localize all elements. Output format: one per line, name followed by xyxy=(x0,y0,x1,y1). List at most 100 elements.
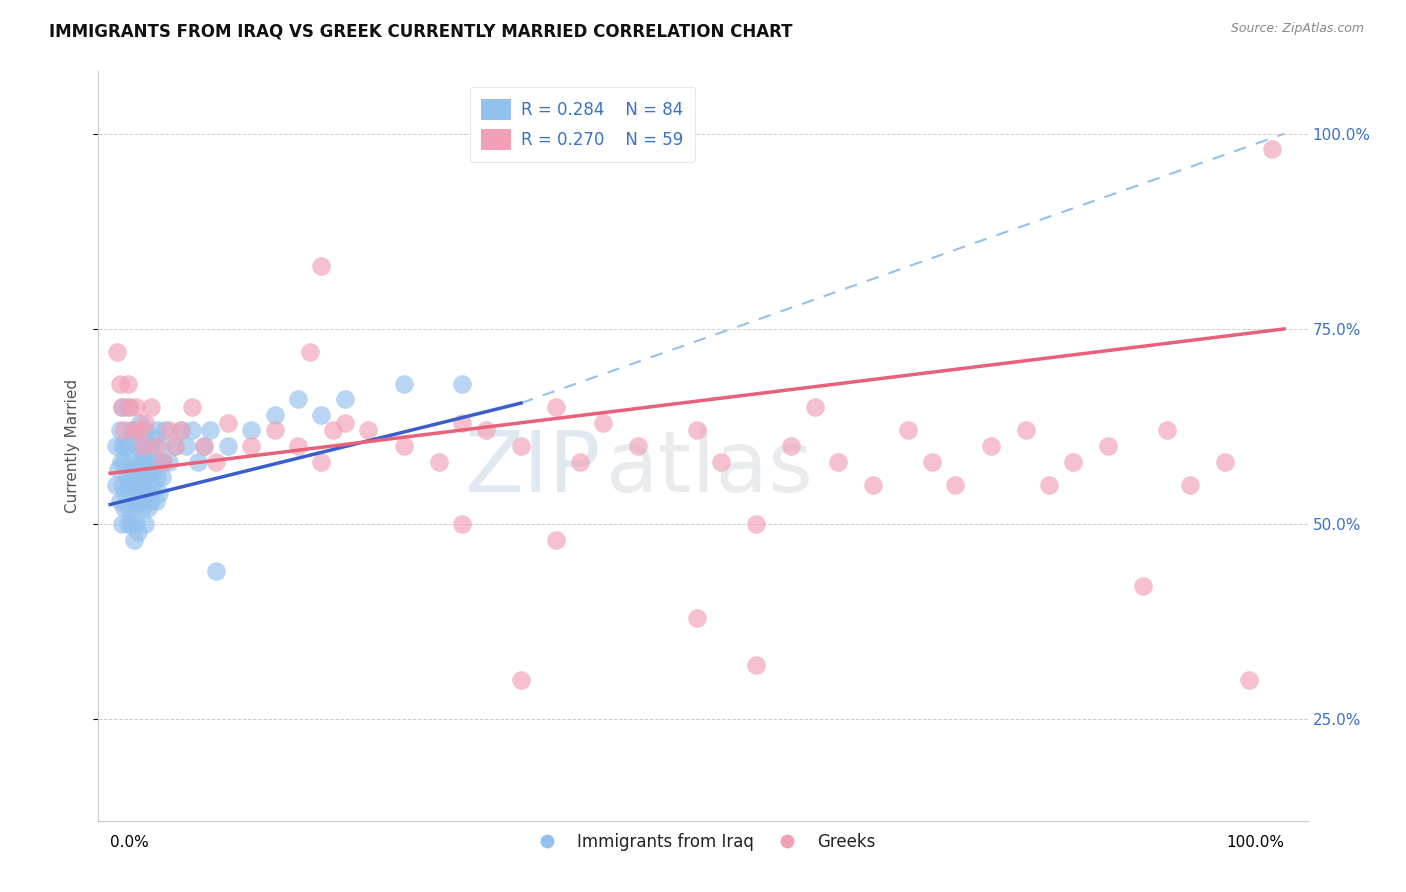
Point xyxy=(111,400,134,414)
Point xyxy=(122,533,145,547)
Point xyxy=(157,455,180,469)
Point xyxy=(121,455,143,469)
Point xyxy=(169,424,191,438)
Point xyxy=(1261,143,1284,157)
Point xyxy=(105,478,128,492)
Point xyxy=(107,462,129,476)
Point xyxy=(451,416,474,430)
Point xyxy=(105,439,128,453)
Text: IMMIGRANTS FROM IRAQ VS GREEK CURRENTLY MARRIED CORRELATION CHART: IMMIGRANTS FROM IRAQ VS GREEK CURRENTLY … xyxy=(49,22,793,40)
Point xyxy=(181,400,204,414)
Point xyxy=(128,455,150,469)
Point xyxy=(1132,580,1154,594)
Point xyxy=(217,416,239,430)
Point xyxy=(134,462,156,476)
Point xyxy=(120,462,142,476)
Point xyxy=(287,439,309,453)
Point xyxy=(150,470,173,484)
Point xyxy=(114,485,136,500)
Point xyxy=(143,462,166,476)
Point xyxy=(141,478,163,492)
Point xyxy=(112,424,135,438)
Point xyxy=(803,400,825,414)
Point xyxy=(827,455,849,469)
Point xyxy=(155,424,177,438)
Point xyxy=(333,416,356,430)
Text: ZIP: ZIP xyxy=(464,427,600,510)
Point xyxy=(357,424,380,438)
Point xyxy=(146,470,169,484)
Point xyxy=(134,416,156,430)
Legend: Immigrants from Iraq, Greeks: Immigrants from Iraq, Greeks xyxy=(523,826,883,857)
Point xyxy=(204,564,226,578)
Point xyxy=(862,478,884,492)
Point xyxy=(141,400,163,414)
Point xyxy=(152,455,174,469)
Point xyxy=(141,493,163,508)
Point xyxy=(592,416,614,430)
Text: Source: ZipAtlas.com: Source: ZipAtlas.com xyxy=(1230,22,1364,36)
Point xyxy=(118,501,141,516)
Point xyxy=(217,439,239,453)
Point xyxy=(451,376,474,391)
Point xyxy=(187,455,209,469)
Point xyxy=(136,501,159,516)
Point xyxy=(240,424,263,438)
Point xyxy=(135,470,157,484)
Point xyxy=(108,424,131,438)
Point xyxy=(134,517,156,532)
Point xyxy=(240,439,263,453)
Text: atlas: atlas xyxy=(606,427,814,510)
Point xyxy=(148,485,170,500)
Point xyxy=(122,424,145,438)
Point xyxy=(710,455,733,469)
Point xyxy=(921,455,943,469)
Point xyxy=(546,400,568,414)
Point xyxy=(322,424,344,438)
Point xyxy=(128,493,150,508)
Point xyxy=(132,431,155,445)
Point xyxy=(145,493,167,508)
Point xyxy=(122,424,145,438)
Point xyxy=(392,439,415,453)
Point xyxy=(134,485,156,500)
Point xyxy=(686,424,709,438)
Point xyxy=(263,424,285,438)
Point xyxy=(108,376,131,391)
Point xyxy=(127,524,149,539)
Point xyxy=(163,439,186,453)
Point xyxy=(287,392,309,407)
Point xyxy=(132,478,155,492)
Point xyxy=(627,439,650,453)
Point xyxy=(193,439,215,453)
Point xyxy=(120,424,142,438)
Point xyxy=(142,431,165,445)
Point xyxy=(945,478,967,492)
Point xyxy=(132,439,155,453)
Point xyxy=(141,455,163,469)
Point xyxy=(204,455,226,469)
Point xyxy=(181,424,204,438)
Point xyxy=(146,424,169,438)
Point xyxy=(117,400,139,414)
Point xyxy=(152,455,174,469)
Point xyxy=(263,408,285,422)
Point xyxy=(163,439,186,453)
Point xyxy=(111,400,134,414)
Point xyxy=(392,376,415,391)
Point xyxy=(897,424,920,438)
Point xyxy=(1097,439,1119,453)
Text: 100.0%: 100.0% xyxy=(1226,835,1284,850)
Point xyxy=(198,424,221,438)
Point xyxy=(1062,455,1084,469)
Y-axis label: Currently Married: Currently Married xyxy=(65,379,80,513)
Point xyxy=(129,470,152,484)
Point xyxy=(110,455,132,469)
Point xyxy=(128,416,150,430)
Point xyxy=(1215,455,1237,469)
Point xyxy=(510,439,533,453)
Point xyxy=(122,501,145,516)
Point xyxy=(176,439,198,453)
Point xyxy=(125,517,148,532)
Point xyxy=(120,400,142,414)
